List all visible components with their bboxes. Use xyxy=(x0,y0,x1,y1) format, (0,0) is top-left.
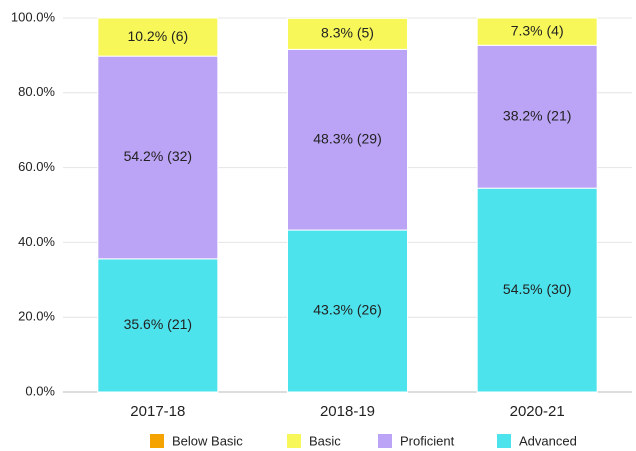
y-tick-label: 0.0% xyxy=(25,383,55,398)
bar-segment xyxy=(97,258,219,393)
y-tick-label: 60.0% xyxy=(18,159,55,174)
data-label: 8.3% (5) xyxy=(321,25,374,41)
legend-label: Proficient xyxy=(400,433,455,448)
y-tick-label: 20.0% xyxy=(18,309,55,324)
legend-swatch xyxy=(378,434,392,448)
y-tick-label: 80.0% xyxy=(18,84,55,99)
legend-swatch xyxy=(150,434,164,448)
x-tick-label: 2020-21 xyxy=(510,403,565,420)
legend-label: Below Basic xyxy=(172,433,243,448)
data-label: 43.3% (26) xyxy=(313,302,381,318)
x-tick-label: 2017-18 xyxy=(130,403,185,420)
data-label: 7.3% (4) xyxy=(511,22,564,38)
bar-segment xyxy=(97,17,219,57)
x-tick-label: 2018-19 xyxy=(320,403,375,420)
legend-label: Advanced xyxy=(519,433,577,448)
data-label: 35.6% (21) xyxy=(124,316,192,332)
legend-swatch xyxy=(287,434,301,448)
bar-segment xyxy=(287,48,408,231)
data-label: 38.2% (21) xyxy=(503,107,571,123)
data-label: 54.5% (30) xyxy=(503,281,571,297)
data-label: 48.3% (29) xyxy=(313,130,381,146)
data-label: 54.2% (32) xyxy=(124,148,192,164)
bar-segment xyxy=(476,187,598,393)
bar-segment xyxy=(97,55,219,260)
legend-swatch xyxy=(497,434,511,448)
bar-segment xyxy=(476,17,598,46)
legend-label: Basic xyxy=(309,433,341,448)
data-label: 10.2% (6) xyxy=(127,28,188,44)
y-tick-label: 40.0% xyxy=(18,234,55,249)
y-tick-label: 100.0% xyxy=(11,9,56,24)
bar-segment xyxy=(476,44,598,189)
bar-segment xyxy=(287,17,408,50)
